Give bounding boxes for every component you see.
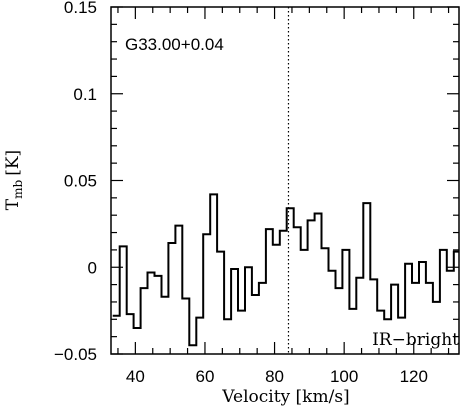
y-axis-label: Tmb [K] (3, 150, 25, 210)
svg-text:Tmb[K]: Tmb [K] (3, 150, 25, 210)
x-tick-label: 120 (400, 367, 428, 386)
y-tick-label: −0.05 (54, 345, 97, 364)
x-tick-label: 60 (195, 367, 214, 386)
axes: 40 60 80 100 120 −0.05 0 0.05 0.1 0.15 (54, 0, 460, 386)
y-tick-label: 0.15 (64, 0, 97, 17)
y-axis-label-sub: mb (11, 179, 25, 198)
plot-frame (110, 6, 460, 355)
y-tick-label: 0 (88, 258, 97, 277)
x-tick-label: 100 (330, 367, 358, 386)
y-axis-label-unit: [K] (3, 150, 23, 176)
y-tick-label: 0.05 (64, 172, 97, 191)
plot-area (112, 7, 459, 354)
spectrum-step-line (112, 193, 459, 347)
labels: G33.00+0.04 IR−bright Velocity [km/s] Tm… (3, 35, 459, 407)
y-axis-label-main: T (3, 198, 23, 210)
y-tick-label: 0.1 (73, 85, 97, 104)
classification-annotation: IR−bright (372, 330, 459, 350)
source-name-annotation: G33.00+0.04 (125, 35, 224, 54)
x-tick-label: 40 (126, 367, 145, 386)
x-axis-label: Velocity [km/s] (221, 387, 349, 407)
x-tick-label: 80 (265, 367, 284, 386)
